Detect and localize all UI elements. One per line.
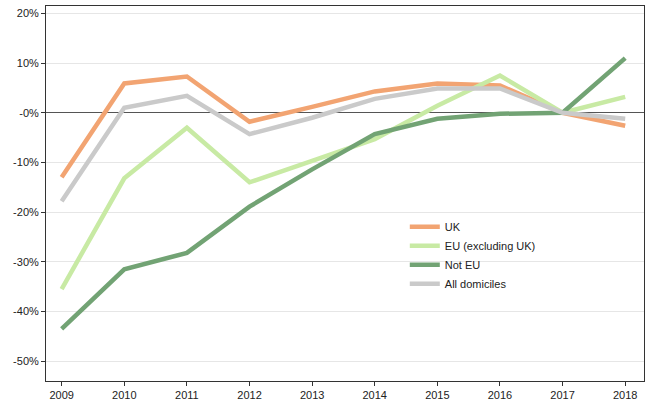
svg-text:-20%: -20% [13, 206, 39, 218]
svg-text:2018: 2018 [613, 389, 637, 401]
svg-text:10%: 10% [17, 57, 39, 69]
svg-text:UK: UK [445, 221, 461, 233]
svg-text:2012: 2012 [237, 389, 261, 401]
svg-text:-10%: -10% [13, 156, 39, 168]
svg-text:2015: 2015 [425, 389, 449, 401]
svg-text:EU (excluding UK): EU (excluding UK) [445, 240, 535, 252]
svg-text:-40%: -40% [13, 305, 39, 317]
svg-text:Not EU: Not EU [445, 259, 481, 271]
svg-text:20%: 20% [17, 7, 39, 19]
svg-text:2014: 2014 [362, 389, 386, 401]
svg-text:2011: 2011 [175, 389, 199, 401]
svg-text:-30%: -30% [13, 256, 39, 268]
svg-text:2009: 2009 [49, 389, 73, 401]
svg-text:2010: 2010 [112, 389, 136, 401]
svg-text:2016: 2016 [488, 389, 512, 401]
svg-text:All domiciles: All domiciles [445, 278, 507, 290]
svg-text:-50%: -50% [13, 355, 39, 367]
svg-text:2013: 2013 [300, 389, 324, 401]
svg-text:2017: 2017 [550, 389, 574, 401]
svg-text:-0%: -0% [19, 107, 39, 119]
